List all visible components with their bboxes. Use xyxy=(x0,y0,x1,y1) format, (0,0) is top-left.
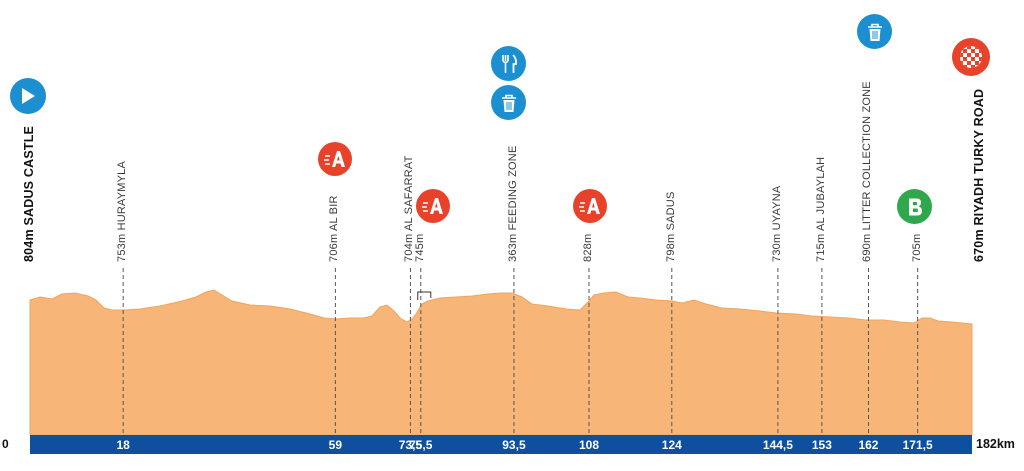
distance-tick-label: 59 xyxy=(328,438,343,452)
profile-step-marker xyxy=(417,291,432,300)
marker-altitude: 804m xyxy=(22,229,36,262)
marker-place: FEEDING ZONE xyxy=(506,145,519,234)
marker-label: 804m SADUS CASTLE xyxy=(22,126,36,262)
marker-label: 730m UYAYNA xyxy=(771,186,783,262)
marker-place: RIYADH TURKY ROAD xyxy=(972,88,986,230)
litter-bin-icon xyxy=(857,14,892,49)
marker-altitude: 745m xyxy=(413,233,426,262)
distance-bar xyxy=(30,435,972,454)
distance-tick-label: 153 xyxy=(811,438,832,452)
marker-altitude: 363m xyxy=(506,233,519,262)
sprint-a-icon xyxy=(318,142,352,176)
marker-place: SADUS CASTLE xyxy=(22,125,36,230)
marker-altitude: 730m xyxy=(770,233,783,262)
feeding-fork-knife-icon xyxy=(491,46,526,81)
marker-label: 798m SADUS xyxy=(665,192,677,262)
marker-place: LITTER COLLECTION ZONE xyxy=(861,81,874,234)
distance-tick-label: 75,5 xyxy=(409,438,433,452)
marker-label: 363m FEEDING ZONE xyxy=(507,146,519,263)
litter-bin-icon xyxy=(491,85,526,120)
finish-checkered-icon xyxy=(952,38,990,76)
marker-altitude: 798m xyxy=(664,233,677,262)
marker-label: 828m xyxy=(582,234,594,262)
marker-altitude: 705m xyxy=(910,233,923,262)
distance-tick-label: 124 xyxy=(661,438,682,452)
marker-place: HURAYMYLA xyxy=(116,160,129,234)
marker-altitude: 690m xyxy=(861,233,874,262)
marker-altitude: 753m xyxy=(116,233,129,262)
start-play-icon xyxy=(10,78,46,114)
sprint-a-icon xyxy=(416,189,450,223)
marker-altitude: 828m xyxy=(581,233,594,262)
marker-label: 745m xyxy=(414,234,426,262)
marker-label: 715m AL JUBAYLAH xyxy=(815,157,827,262)
distance-end-label: 182km xyxy=(976,437,1015,451)
distance-tick-label: 18 xyxy=(116,438,130,452)
elevation-area xyxy=(29,289,973,436)
distance-start-label: 0 xyxy=(2,437,9,451)
distance-tick-label: 171,5 xyxy=(902,438,933,452)
marker-label: 690m LITTER COLLECTION ZONE xyxy=(861,81,873,262)
marker-place: AL JUBAYLAH xyxy=(814,156,827,234)
marker-altitude: 715m xyxy=(814,233,827,262)
distance-tick-label: 144,5 xyxy=(762,438,793,452)
marker-label: 753m HURAYMYLA xyxy=(116,161,128,262)
marker-place: AL BIR xyxy=(328,195,341,234)
checker-squares xyxy=(960,46,982,68)
marker-place: SADUS xyxy=(664,191,677,234)
sprint-a-icon xyxy=(573,189,607,223)
distance-tick-label: 93,5 xyxy=(502,438,526,452)
marker-label: 670m RIYADH TURKY ROAD xyxy=(972,89,986,262)
marker-guides xyxy=(122,268,919,435)
marker-altitude: 670m xyxy=(972,229,986,262)
bonus-b-icon xyxy=(897,189,932,224)
marker-place: UYAYNA xyxy=(770,185,783,234)
marker-label: 705m xyxy=(911,234,923,262)
marker-label: 706m AL BIR xyxy=(328,195,340,262)
distance-tick-label: 73,5 xyxy=(398,438,423,452)
distance-tick-label: 108 xyxy=(578,438,599,452)
marker-altitude: 706m xyxy=(328,233,341,262)
distance-tick-label: 162 xyxy=(858,438,879,452)
marker-place: AL SAFARRAT xyxy=(403,155,416,234)
